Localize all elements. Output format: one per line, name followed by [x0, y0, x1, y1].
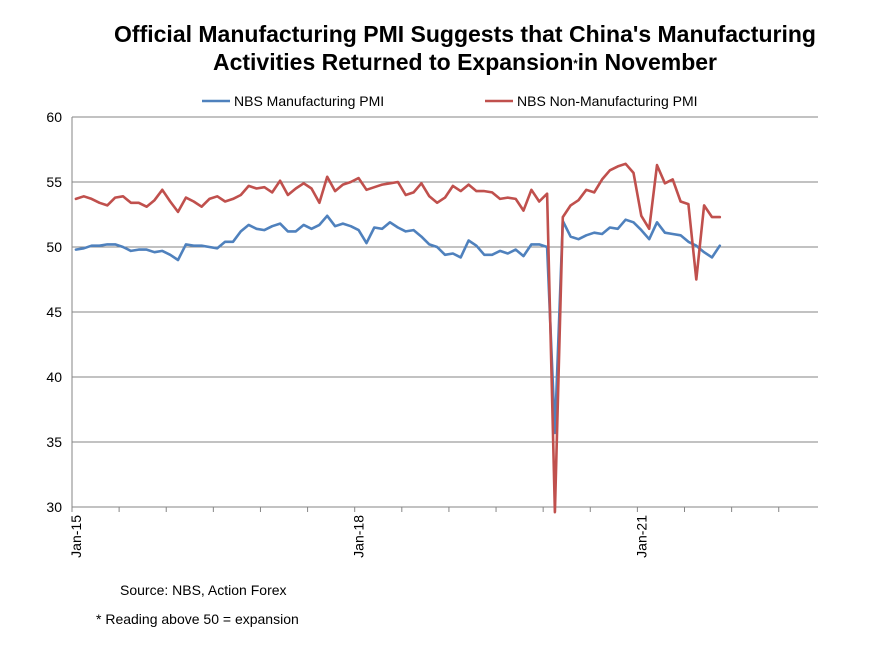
x-tick-label-Jan-21: Jan-21 [633, 515, 649, 558]
x-tick-label-Jan-15: Jan-15 [68, 515, 84, 558]
y-tick-label-40: 40 [46, 369, 62, 385]
legend-label-non-manufacturing: NBS Non-Manufacturing PMI [517, 93, 698, 109]
y-tick-label-45: 45 [46, 304, 62, 320]
expansion-footnote-marker: * [573, 58, 578, 70]
legend-label-manufacturing: NBS Manufacturing PMI [234, 93, 384, 109]
source-note: Source: NBS, Action Forex [120, 582, 287, 598]
x-tick-label-Jan-18: Jan-18 [351, 515, 367, 558]
y-tick-label-55: 55 [46, 174, 62, 190]
series-line-non-manufacturing [74, 162, 722, 514]
y-tick-label-30: 30 [46, 499, 62, 515]
y-tick-label-35: 35 [46, 434, 62, 450]
chart-title: Official Manufacturing PMI Suggests that… [0, 20, 891, 76]
chart-title-line2-end: in November [577, 49, 717, 75]
y-tick-label-50: 50 [46, 239, 62, 255]
y-tick-label-60: 60 [46, 109, 62, 125]
chart-title-line2-main: Activities Returned to Expansion [212, 49, 574, 75]
series-line-manufacturing [74, 214, 722, 435]
chart-title-line1: Official Manufacturing PMI Suggests that… [114, 21, 816, 47]
chart-title-line2: Activities Returned to Expansion*in Nove… [0, 48, 891, 76]
expansion-footnote: * Reading above 50 = expansion [96, 611, 299, 627]
